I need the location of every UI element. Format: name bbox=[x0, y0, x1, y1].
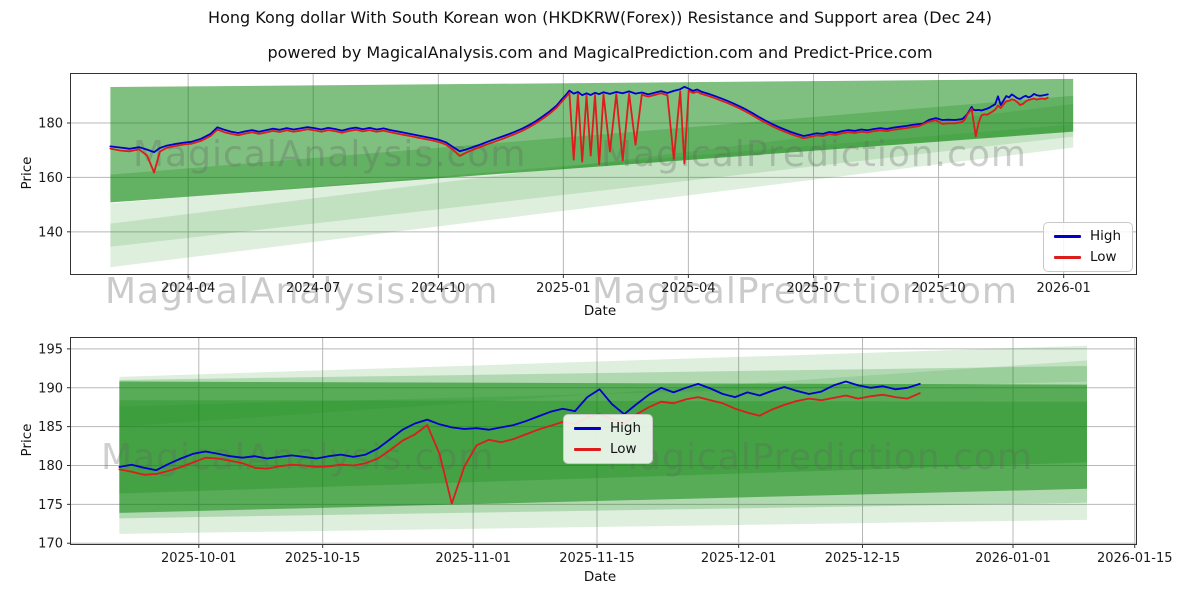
svg-text:180: 180 bbox=[38, 459, 63, 474]
legend-label-low: Low bbox=[1090, 248, 1117, 265]
svg-text:2025-11-01: 2025-11-01 bbox=[435, 551, 511, 566]
bottom-chart-ylabel: Price bbox=[19, 423, 35, 457]
watermark-prediction-row: MagicalPrediction.com bbox=[592, 271, 1018, 312]
legend-label-high: High bbox=[610, 420, 642, 436]
high-line-swatch bbox=[1054, 235, 1081, 239]
legend-item-low: Low bbox=[1054, 248, 1121, 265]
svg-text:2026-01: 2026-01 bbox=[1037, 281, 1091, 296]
svg-text:MagicalPrediction.com: MagicalPrediction.com bbox=[607, 437, 1033, 478]
watermark-analysis-row: MagicalAnalysis.com bbox=[105, 271, 499, 312]
top-chart-canvas: 2024-04 2024-07 2024-10 2025-01 2025-04 2025-… bbox=[38, 73, 1137, 296]
svg-text:175: 175 bbox=[38, 498, 63, 513]
svg-text:190: 190 bbox=[38, 381, 63, 396]
svg-text:2025-11-15: 2025-11-15 bbox=[559, 551, 635, 566]
bottom-chart-legend: High Low bbox=[563, 414, 654, 464]
svg-text:2025-07: 2025-07 bbox=[786, 281, 840, 296]
svg-text:2025-12-15: 2025-12-15 bbox=[825, 551, 901, 566]
top-chart-ylabel: Price bbox=[19, 156, 35, 190]
svg-text:170: 170 bbox=[38, 537, 63, 552]
top-chart: 2024-04 2024-07 2024-10 2025-01 2025-04 2025-… bbox=[38, 73, 1137, 296]
high-line-swatch bbox=[574, 427, 601, 431]
svg-text:2025-10-15: 2025-10-15 bbox=[285, 551, 361, 566]
svg-text:2024-10: 2024-10 bbox=[411, 281, 465, 296]
legend-item-high: High bbox=[574, 420, 642, 436]
svg-text:2025-12-01: 2025-12-01 bbox=[701, 551, 777, 566]
svg-text:140: 140 bbox=[38, 225, 63, 240]
legend-item-high: High bbox=[1054, 228, 1122, 244]
svg-text:MagicalPrediction.com: MagicalPrediction.com bbox=[601, 134, 1027, 175]
svg-text:2025-10-01: 2025-10-01 bbox=[161, 551, 237, 566]
svg-text:2026-01-01: 2026-01-01 bbox=[975, 551, 1051, 566]
svg-text:2024-07: 2024-07 bbox=[286, 281, 340, 296]
svg-text:2026-01-15: 2026-01-15 bbox=[1097, 551, 1173, 566]
svg-text:180: 180 bbox=[38, 116, 63, 131]
svg-text:2025-10: 2025-10 bbox=[911, 281, 965, 296]
low-line-swatch bbox=[1054, 255, 1081, 259]
svg-text:160: 160 bbox=[38, 171, 63, 186]
svg-text:185: 185 bbox=[38, 420, 63, 435]
svg-text:MagicalAnalysis.com: MagicalAnalysis.com bbox=[133, 134, 526, 175]
legend-item-low: Low bbox=[574, 440, 641, 457]
legend-label-high: High bbox=[1090, 228, 1122, 244]
bottom-chart-xlabel: Date bbox=[583, 569, 617, 585]
svg-text:2025-01: 2025-01 bbox=[536, 281, 590, 296]
figure-subtitle: powered by MagicalAnalysis.com and Magic… bbox=[267, 43, 933, 62]
low-line-swatch bbox=[574, 447, 601, 451]
figure-title: Hong Kong dollar With South Korean won (… bbox=[208, 8, 992, 27]
top-chart-xlabel: Date bbox=[583, 303, 617, 319]
top-chart-legend: High Low bbox=[1043, 222, 1134, 272]
legend-label-low: Low bbox=[610, 440, 637, 457]
svg-text:2024-04: 2024-04 bbox=[161, 281, 215, 296]
svg-text:195: 195 bbox=[38, 342, 63, 357]
svg-text:2025-04: 2025-04 bbox=[661, 281, 715, 296]
